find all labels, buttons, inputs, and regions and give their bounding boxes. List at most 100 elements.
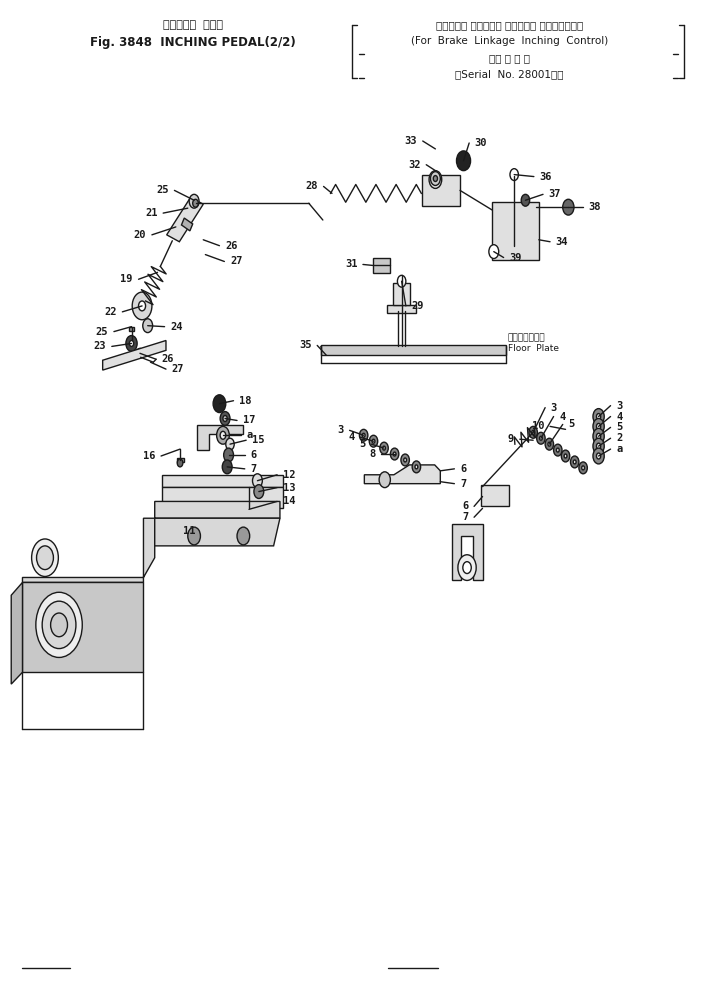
Circle shape xyxy=(213,395,225,412)
Text: 30: 30 xyxy=(475,138,487,148)
Text: 27: 27 xyxy=(172,364,184,374)
Polygon shape xyxy=(182,218,193,231)
Text: 33: 33 xyxy=(405,136,417,146)
Text: a: a xyxy=(616,444,623,454)
Circle shape xyxy=(225,438,234,450)
Bar xyxy=(162,487,283,508)
Text: a: a xyxy=(246,430,252,440)
Circle shape xyxy=(132,292,152,320)
Polygon shape xyxy=(167,198,203,241)
Circle shape xyxy=(359,429,368,441)
Circle shape xyxy=(548,442,551,446)
Polygon shape xyxy=(103,341,166,370)
Text: 25: 25 xyxy=(156,186,169,196)
Text: インチング  ペダル: インチング ペダル xyxy=(162,21,223,31)
Text: 26: 26 xyxy=(162,355,174,364)
Text: （ブレーキ リンケージ インチング コントロール用: （ブレーキ リンケージ インチング コントロール用 xyxy=(435,21,583,31)
Circle shape xyxy=(252,474,262,488)
Circle shape xyxy=(379,472,391,488)
Text: 16: 16 xyxy=(143,451,155,461)
Bar xyxy=(481,485,509,506)
Text: 6: 6 xyxy=(250,450,257,460)
Polygon shape xyxy=(155,518,280,546)
Circle shape xyxy=(463,562,471,574)
Circle shape xyxy=(593,418,604,434)
Circle shape xyxy=(380,442,389,454)
Text: 37: 37 xyxy=(549,190,561,200)
Text: 19: 19 xyxy=(121,274,133,284)
Text: 14: 14 xyxy=(283,496,295,506)
Circle shape xyxy=(245,504,252,514)
Circle shape xyxy=(36,592,82,657)
Circle shape xyxy=(433,176,437,182)
Text: （適 用 号 機: （適 用 号 機 xyxy=(489,53,530,64)
Polygon shape xyxy=(320,347,506,355)
Circle shape xyxy=(557,448,559,452)
Polygon shape xyxy=(11,583,23,684)
Text: 13: 13 xyxy=(283,483,295,493)
Text: (For  Brake  Linkage  Inching  Control): (For Brake Linkage Inching Control) xyxy=(411,37,608,47)
Circle shape xyxy=(130,341,133,347)
Circle shape xyxy=(223,415,227,421)
Circle shape xyxy=(596,413,601,419)
Circle shape xyxy=(458,555,476,581)
Circle shape xyxy=(537,432,545,444)
Text: 9: 9 xyxy=(508,434,514,444)
Text: 5: 5 xyxy=(359,439,366,449)
Circle shape xyxy=(596,443,601,449)
Text: 17: 17 xyxy=(242,415,255,425)
Circle shape xyxy=(510,169,518,181)
Circle shape xyxy=(143,319,152,333)
Text: 2: 2 xyxy=(616,433,623,443)
Circle shape xyxy=(593,448,604,464)
Text: Floor  Plate: Floor Plate xyxy=(508,344,559,353)
Polygon shape xyxy=(452,524,483,581)
Circle shape xyxy=(529,426,537,438)
Circle shape xyxy=(136,349,143,358)
Text: 25: 25 xyxy=(96,327,108,337)
Circle shape xyxy=(574,460,576,464)
Circle shape xyxy=(457,151,471,171)
Bar xyxy=(422,175,460,207)
Text: 36: 36 xyxy=(540,172,552,182)
Text: 4: 4 xyxy=(348,432,354,442)
Polygon shape xyxy=(364,465,440,484)
Circle shape xyxy=(579,462,587,474)
Circle shape xyxy=(532,430,535,434)
Bar xyxy=(387,305,416,313)
Text: 29: 29 xyxy=(411,301,424,311)
Circle shape xyxy=(564,454,567,458)
Circle shape xyxy=(32,539,58,577)
Circle shape xyxy=(429,171,442,189)
Circle shape xyxy=(581,466,584,470)
Circle shape xyxy=(50,613,67,637)
Polygon shape xyxy=(23,501,280,583)
Text: 5: 5 xyxy=(569,419,574,429)
Text: 4: 4 xyxy=(616,411,623,421)
Text: 3: 3 xyxy=(616,400,623,411)
Circle shape xyxy=(521,195,530,207)
Bar xyxy=(130,327,133,331)
Circle shape xyxy=(540,436,542,440)
Circle shape xyxy=(593,428,604,444)
Circle shape xyxy=(177,459,183,467)
Text: 28: 28 xyxy=(306,182,318,192)
Circle shape xyxy=(596,433,601,439)
Circle shape xyxy=(593,408,604,424)
Text: （Serial  No. 28001～）: （Serial No. 28001～） xyxy=(455,69,564,78)
Text: 31: 31 xyxy=(345,259,357,269)
Circle shape xyxy=(596,453,601,459)
Text: 7: 7 xyxy=(250,464,257,474)
Circle shape xyxy=(37,546,53,570)
Text: 38: 38 xyxy=(588,203,601,213)
Polygon shape xyxy=(197,425,243,450)
Text: 24: 24 xyxy=(170,322,183,332)
Circle shape xyxy=(415,465,418,469)
Circle shape xyxy=(393,452,396,456)
Text: 11: 11 xyxy=(183,526,196,536)
Text: 7: 7 xyxy=(462,512,469,522)
Bar xyxy=(373,257,390,273)
Circle shape xyxy=(126,336,137,352)
Circle shape xyxy=(222,460,232,474)
Circle shape xyxy=(563,200,574,215)
